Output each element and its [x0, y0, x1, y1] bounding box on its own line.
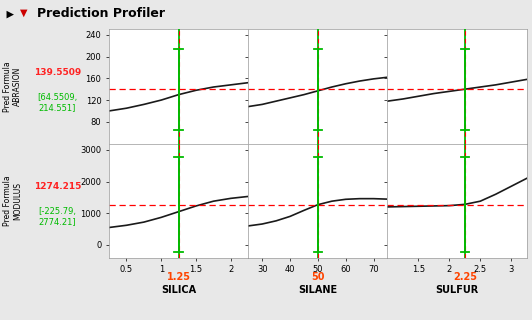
Text: SULFUR: SULFUR [436, 285, 479, 295]
Text: 1.25: 1.25 [167, 272, 190, 282]
Text: 2.25: 2.25 [453, 272, 477, 282]
Text: SILANE: SILANE [298, 285, 337, 295]
Text: [-225.79,
2774.21]: [-225.79, 2774.21] [38, 207, 77, 226]
Text: Pred Formula
MODULUS: Pred Formula MODULUS [3, 175, 22, 226]
Text: Prediction Profiler: Prediction Profiler [37, 7, 165, 20]
Text: 50: 50 [311, 272, 325, 282]
Text: SILICA: SILICA [161, 285, 196, 295]
Text: Pred Formula
ABRASION: Pred Formula ABRASION [3, 61, 22, 112]
Text: 139.5509: 139.5509 [34, 68, 81, 77]
Text: ▼: ▼ [20, 8, 28, 18]
Text: 1274.215: 1274.215 [34, 182, 81, 191]
Text: [64.5509,
214.551]: [64.5509, 214.551] [37, 93, 78, 112]
Text: ◀: ◀ [7, 8, 14, 18]
